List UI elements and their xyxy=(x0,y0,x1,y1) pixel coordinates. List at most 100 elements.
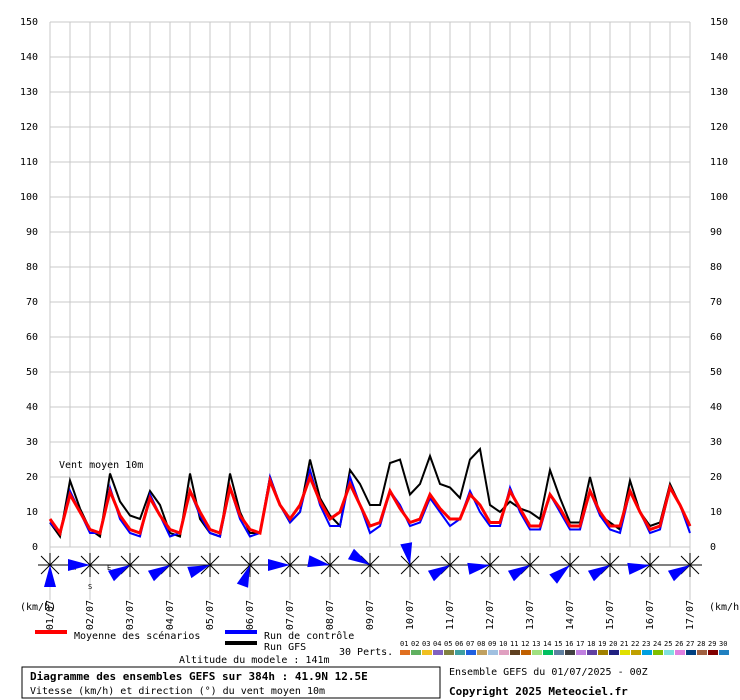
pert-swatch xyxy=(598,650,608,655)
wind-direction xyxy=(236,565,250,588)
pert-label: 08 xyxy=(477,640,485,648)
y-tick-label: 50 xyxy=(710,367,722,378)
y-tick-label: 10 xyxy=(710,507,722,518)
pert-swatch xyxy=(587,650,597,655)
compass-label: E xyxy=(107,564,111,572)
pert-label: 11 xyxy=(510,640,518,648)
pert-swatch xyxy=(521,650,531,655)
x-tick-label: 02/07 xyxy=(85,600,96,630)
pert-swatch xyxy=(400,650,410,655)
pert-swatch xyxy=(642,650,652,655)
y-tick-label: 30 xyxy=(26,437,38,448)
wind-direction xyxy=(347,548,370,565)
pert-swatch xyxy=(675,650,685,655)
y-tick-label: 10 xyxy=(26,507,38,518)
pert-label: 28 xyxy=(697,640,705,648)
pert-swatch xyxy=(532,650,542,655)
x-tick-label: 04/07 xyxy=(165,600,176,630)
pert-label: 06 xyxy=(455,640,463,648)
footer-title: Diagramme des ensembles GEFS sur 384h : … xyxy=(30,670,368,683)
pert-label: 27 xyxy=(686,640,694,648)
compass-tick xyxy=(480,555,500,575)
pert-swatch xyxy=(510,650,520,655)
pert-swatch xyxy=(444,650,454,655)
pert-label: 24 xyxy=(653,640,661,648)
pert-swatch xyxy=(499,650,509,655)
pert-swatch xyxy=(543,650,553,655)
pert-swatch xyxy=(708,650,718,655)
y-tick-label: 140 xyxy=(710,52,728,63)
wind-direction xyxy=(549,565,570,584)
x-tick-label: 09/07 xyxy=(365,600,376,630)
x-tick-label: 07/07 xyxy=(285,600,296,630)
wind-direction xyxy=(187,565,210,579)
pert-label: 29 xyxy=(708,640,716,648)
wind-direction xyxy=(400,542,413,565)
legend-label: Run de contrôle xyxy=(264,630,354,642)
y-tick-label: 40 xyxy=(710,402,722,413)
y-tick-label: 140 xyxy=(20,52,38,63)
x-tick-label: 05/07 xyxy=(205,600,216,630)
info-box xyxy=(21,666,441,699)
pert-label: 02 xyxy=(411,640,419,648)
y-tick-label: 0 xyxy=(32,542,38,553)
pert-label: 23 xyxy=(642,640,650,648)
x-tick-label: 14/07 xyxy=(565,600,576,630)
legend-label: Moyenne des scénarios xyxy=(74,630,200,642)
series-line xyxy=(49,446,691,540)
pert-swatch xyxy=(620,650,630,655)
pert-label: 09 xyxy=(488,640,496,648)
footer-subtitle: Vitesse (km/h) et direction (°) du vent … xyxy=(30,686,325,697)
y-tick-label: 40 xyxy=(26,402,38,413)
pert-swatch xyxy=(411,650,421,655)
pert-swatch xyxy=(697,650,707,655)
x-tick-label: 15/07 xyxy=(605,600,616,630)
series-line xyxy=(48,472,692,537)
wind-direction xyxy=(627,562,650,575)
y-tick-label: 80 xyxy=(26,262,38,273)
compass-label: S xyxy=(88,583,92,591)
y-tick-label: 70 xyxy=(710,297,722,308)
pert-label: 16 xyxy=(565,640,573,648)
x-tick-label: 13/07 xyxy=(525,600,536,630)
pert-label: 17 xyxy=(576,640,584,648)
legend-label: Run GFS xyxy=(264,642,306,653)
y-tick-label: 110 xyxy=(710,157,728,168)
pert-label: 13 xyxy=(532,640,540,648)
copyright: Copyright 2025 Meteociel.fr xyxy=(449,685,628,698)
pert-swatch xyxy=(466,650,476,655)
x-tick-label: 08/07 xyxy=(325,600,336,630)
x-tick-label: 03/07 xyxy=(125,600,136,630)
pert-swatch xyxy=(576,650,586,655)
y-tick-label: 0 xyxy=(710,542,716,553)
x-tick-label: 06/07 xyxy=(245,600,256,630)
pert-label: 30 xyxy=(719,640,727,648)
x-tick-label: 10/07 xyxy=(405,600,416,630)
wind-direction xyxy=(44,565,56,587)
annotation: Vent moyen 10m xyxy=(59,460,143,471)
pert-swatch xyxy=(422,650,432,655)
y-tick-label: 120 xyxy=(20,122,38,133)
pert-swatch xyxy=(455,650,465,655)
y-tick-label: 150 xyxy=(20,17,38,28)
pert-swatch xyxy=(565,650,575,655)
y-tick-label: 130 xyxy=(710,87,728,98)
y-tick-label: 90 xyxy=(26,227,38,238)
pert-swatch xyxy=(653,650,663,655)
pert-label: 15 xyxy=(554,640,562,648)
pert-label: 03 xyxy=(422,640,430,648)
pert-label: 10 xyxy=(499,640,507,648)
pert-swatch xyxy=(477,650,487,655)
y-tick-label: 80 xyxy=(710,262,722,273)
y-tick-label: 120 xyxy=(710,122,728,133)
wind-direction xyxy=(667,565,690,582)
pert-label: 19 xyxy=(598,640,606,648)
pert-label: 01 xyxy=(400,640,408,648)
run-info: Ensemble GEFS du 01/07/2025 - 00Z xyxy=(449,667,648,678)
perts-label: 30 Perts. xyxy=(339,647,393,658)
y-unit: (km/h) xyxy=(20,602,56,613)
pert-label: 07 xyxy=(466,640,474,648)
y-tick-label: 20 xyxy=(710,472,722,483)
pert-swatch xyxy=(664,650,674,655)
